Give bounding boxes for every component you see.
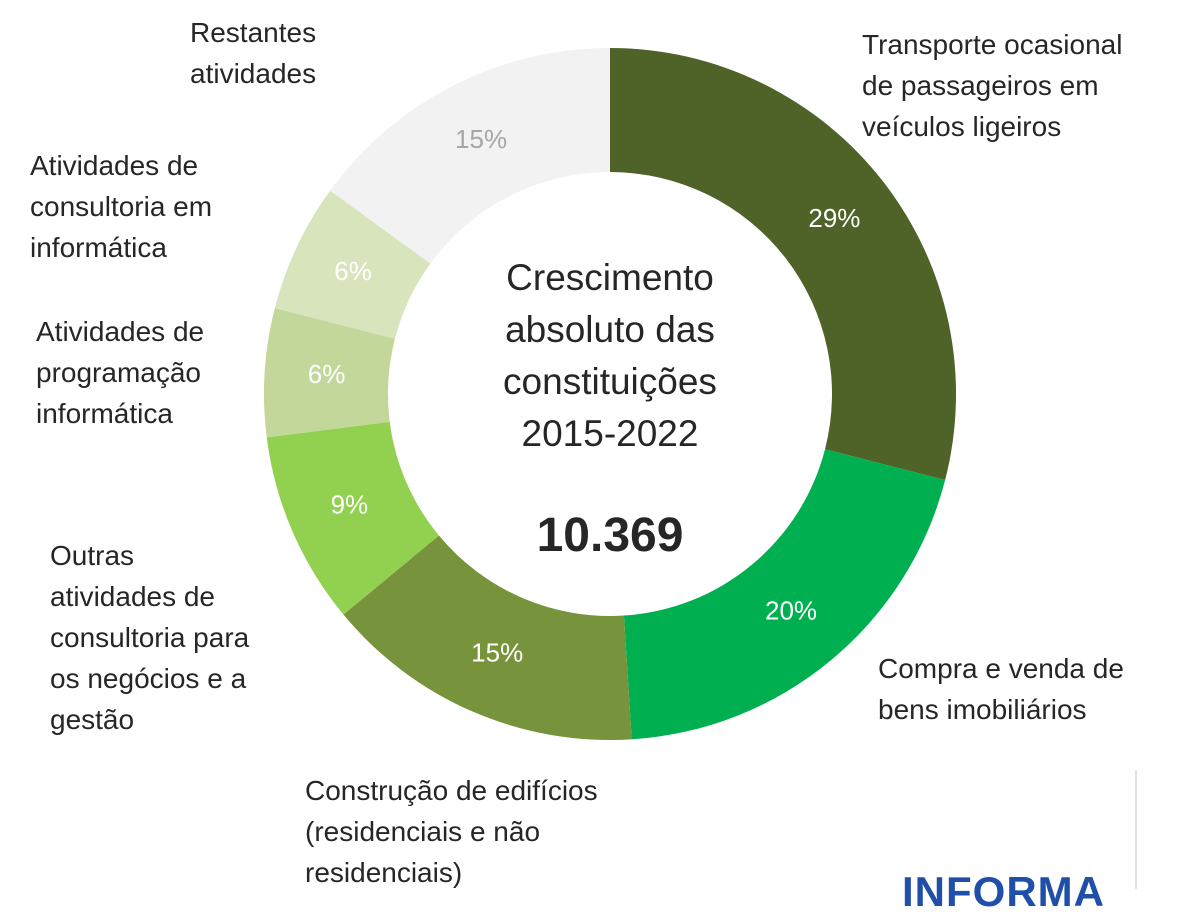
logo: INFORMA [902, 868, 1105, 915]
donut-slice [610, 48, 956, 481]
center-text: Crescimento absoluto das constituições 2… [503, 257, 717, 454]
donut-slice [266, 421, 439, 615]
category-label: Restantes atividades [190, 17, 317, 89]
value-label: 9% [331, 490, 369, 520]
value-label: 29% [808, 203, 860, 233]
category-label: Compra e venda de bens imobiliários [878, 653, 1124, 725]
category-label: Outras atividades de consultoria para os… [50, 540, 250, 735]
category-label: Construção de edifícios (residenciais e … [305, 775, 598, 888]
donut-slice [623, 449, 946, 740]
donut-slice [343, 535, 632, 740]
page: 29% 20% 15% 9% 6% 6% 15% Crescimento absoluto … [30, 17, 1137, 915]
donut-slice [264, 307, 395, 438]
total-label: 10.369 [536, 509, 684, 562]
value-label: 15% [471, 638, 523, 668]
donut-slice [274, 190, 431, 339]
value-label: 6% [334, 256, 372, 286]
chart: 29% 20% 15% 9% 6% 6% 15% [264, 48, 1137, 889]
category-label: Atividades de programação informática [36, 316, 205, 429]
value-label: 6% [308, 359, 346, 389]
donut-slice [330, 48, 610, 264]
value-label: 15% [455, 124, 507, 154]
category-label: Transporte ocasional de passageiros em v… [862, 29, 1123, 142]
value-label: 20% [765, 596, 817, 626]
category-label: Atividades de consultoria em informática [30, 150, 213, 263]
